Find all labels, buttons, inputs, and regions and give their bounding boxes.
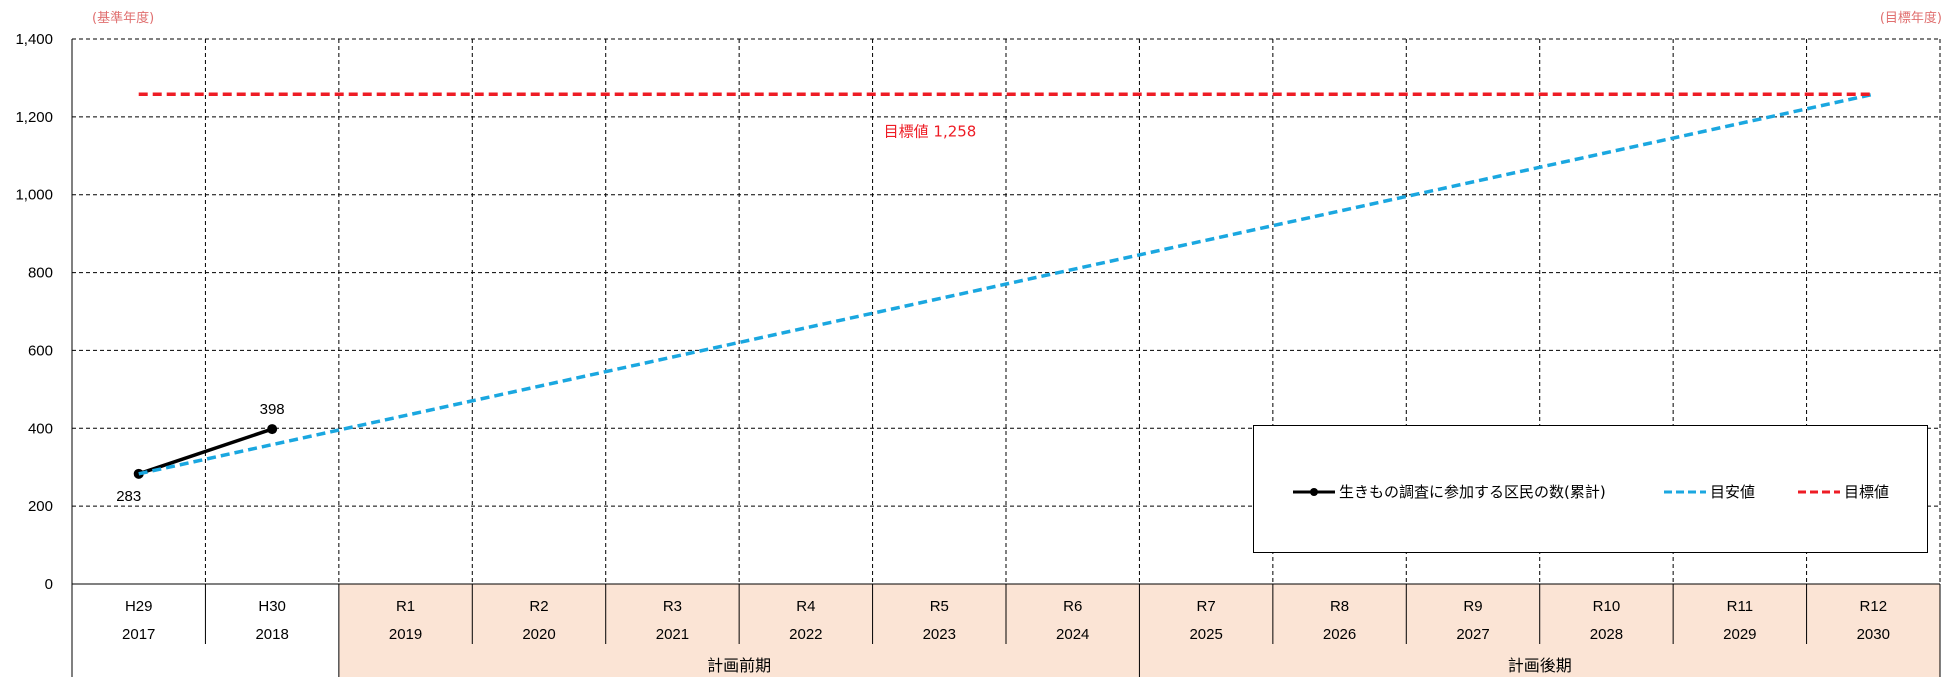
period-label: 計画前期 — [707, 656, 771, 675]
series-line-1 — [138, 92, 1874, 476]
legend-swatch-guide — [1664, 485, 1706, 499]
x-tick-label-era: R4 — [796, 598, 815, 615]
legend-swatch-target — [1798, 485, 1840, 499]
x-tick-label-year: 2029 — [1723, 626, 1756, 643]
baseline-year-note: (基準年度) — [92, 11, 155, 26]
x-tick-label-year: 2018 — [255, 626, 288, 643]
x-tick-label-era: R1 — [396, 598, 415, 615]
x-tick-label-era: R11 — [1727, 598, 1753, 615]
x-tick-label-year: 2026 — [1323, 626, 1356, 643]
x-tick-label-year: 2025 — [1189, 626, 1222, 643]
x-tick-label-year: 2022 — [789, 626, 822, 643]
x-tick-label-year: 2019 — [389, 626, 422, 643]
legend-item-actual: 生きもの調査に参加する区民の数(累計) — [1293, 481, 1606, 502]
x-tick-label-era: R12 — [1860, 598, 1888, 615]
x-tick-label-year: 2023 — [923, 626, 956, 643]
target-value-annotation: 目標値 1,258 — [884, 122, 977, 140]
x-tick-label-era: R3 — [663, 598, 682, 615]
target-year-note: (目標年度) — [1879, 11, 1942, 26]
x-tick-label-era: R5 — [930, 598, 949, 615]
series-line-0 — [138, 427, 273, 476]
y-tick-label: 1,200 — [15, 109, 53, 126]
series-lines — [133, 92, 1874, 479]
x-tick-label-year: 2020 — [522, 626, 555, 643]
x-tick-label-era: R6 — [1063, 598, 1082, 615]
legend-swatch-actual — [1293, 485, 1335, 499]
x-tick-labels: H29 2017 H30 2018 R1 2019 R2 2020 R3 2021 R4 2022 R5… — [122, 598, 1890, 675]
data-label: 398 — [260, 401, 285, 418]
x-tick-label-era: H29 — [125, 598, 153, 615]
x-tick-label-year: 2027 — [1456, 626, 1489, 643]
x-tick-label-era: R9 — [1463, 598, 1482, 615]
data-label: 283 — [116, 488, 141, 505]
y-tick-label: 400 — [28, 420, 53, 437]
x-tick-label-year: 2028 — [1590, 626, 1623, 643]
x-tick-label-year: 2017 — [122, 626, 155, 643]
y-tick-label: 600 — [28, 342, 53, 359]
legend: 生きもの調査に参加する区民の数(累計) 目安値 目標値 — [1253, 425, 1928, 553]
x-tick-label-era: R10 — [1593, 598, 1621, 615]
y-tick-label: 1,000 — [15, 187, 53, 204]
legend-item-guide: 目安値 — [1664, 481, 1755, 502]
x-tick-label-era: R8 — [1330, 598, 1349, 615]
x-tick-label-era: R2 — [529, 598, 548, 615]
series-point — [267, 424, 278, 435]
legend-item-target: 目標値 — [1798, 481, 1889, 502]
y-tick-label: 1,400 — [15, 31, 53, 48]
legend-label-guide: 目安値 — [1710, 483, 1756, 501]
x-tick-label-year: 2021 — [656, 626, 689, 643]
period-label: 計画後期 — [1508, 656, 1572, 675]
x-tick-label-year: 2024 — [1056, 626, 1089, 643]
legend-label-target: 目標値 — [1844, 483, 1890, 501]
legend-label-actual: 生きもの調査に参加する区民の数(累計) — [1339, 483, 1606, 501]
y-tick-label: 800 — [28, 265, 53, 282]
annotations: 目標値 1,258 — [884, 122, 977, 140]
data-labels: 283 398 — [116, 401, 284, 505]
y-tick-label: 200 — [28, 498, 53, 515]
y-tick-label: 0 — [45, 576, 53, 593]
x-tick-label-year: 2030 — [1857, 626, 1890, 643]
axes — [71, 39, 1941, 677]
x-tick-label-era: R7 — [1197, 598, 1216, 615]
y-tick-labels: 1,400 1,200 1,000 800 600 400 200 0 — [15, 31, 53, 593]
x-tick-label-era: H30 — [258, 598, 286, 615]
